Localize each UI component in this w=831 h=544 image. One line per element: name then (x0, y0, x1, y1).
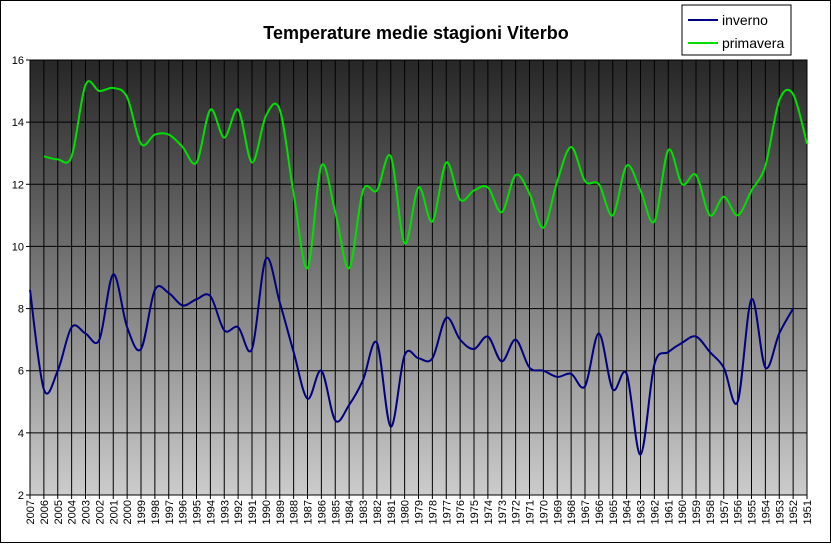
y-tick-label: 10 (12, 241, 24, 253)
x-tick-label: 1985 (330, 500, 342, 524)
x-tick-label: 1967 (580, 500, 592, 524)
x-tick-label: 1962 (649, 500, 661, 524)
x-tick-label: 1979 (414, 500, 426, 524)
x-tick-label: 1981 (386, 500, 398, 524)
x-tick-label: 1955 (747, 500, 759, 524)
x-tick-label: 1971 (525, 500, 537, 524)
x-tick-label: 2005 (53, 500, 65, 524)
x-tick-label: 1995 (192, 500, 204, 524)
x-tick-label: 1973 (497, 500, 509, 524)
x-tick-label: 1998 (150, 500, 162, 524)
y-tick-label: 12 (12, 179, 24, 191)
y-tick-label: 2 (18, 490, 24, 502)
x-tick-label: 1966 (594, 500, 606, 524)
x-tick-label: 1983 (358, 500, 370, 524)
x-tick-label: 2001 (108, 500, 120, 524)
x-tick-label: 1997 (164, 500, 176, 524)
x-tick-label: 1978 (427, 500, 439, 524)
x-tick-label: 1953 (774, 500, 786, 524)
x-tick-label: 1976 (455, 500, 467, 524)
x-tick-label: 1992 (233, 500, 245, 524)
x-tick-label: 1993 (219, 500, 231, 524)
x-tick-label: 1958 (705, 500, 717, 524)
x-tick-label: 1999 (136, 500, 148, 524)
x-tick-label: 2003 (81, 500, 93, 524)
y-tick-label: 6 (18, 366, 24, 378)
x-tick-label: 1954 (760, 500, 772, 524)
x-tick-label: 1996 (178, 500, 190, 524)
x-tick-label: 2006 (39, 500, 51, 524)
x-tick-label: 1972 (511, 500, 523, 524)
x-tick-label: 1977 (441, 500, 453, 524)
x-tick-label: 1990 (261, 500, 273, 524)
x-tick-label: 1959 (691, 500, 703, 524)
y-tick-label: 8 (18, 304, 24, 316)
x-tick-label: 1994 (205, 500, 217, 524)
x-tick-label: 1987 (303, 500, 315, 524)
x-tick-label: 1986 (316, 500, 328, 524)
x-tick-label: 1956 (733, 500, 745, 524)
series-line-primavera (43, 80, 808, 270)
x-tick-label: 1952 (788, 500, 800, 524)
x-tick-label: 1960 (677, 500, 689, 524)
x-tick-label: 1974 (483, 500, 495, 524)
x-tick-label: 2000 (122, 500, 134, 524)
x-tick-label: 1970 (538, 500, 550, 524)
x-tick-label: 1975 (469, 500, 481, 524)
chart-title: Temperature medie stagioni Viterbo (263, 23, 568, 43)
y-tick-label: 4 (18, 428, 24, 440)
x-tick-label: 1968 (566, 500, 578, 524)
x-tick-label: 1965 (608, 500, 620, 524)
legend-label-primavera: primavera (722, 35, 784, 51)
series-lines (29, 80, 808, 456)
x-tick-label: 1988 (289, 500, 301, 524)
legend-label-inverno: inverno (722, 12, 768, 28)
series-line-inverno (29, 256, 795, 456)
x-tick-label: 1961 (663, 500, 675, 524)
y-tick-label: 14 (12, 117, 24, 129)
axes: 2 4 6 8 10 12 14 16 2007 2006 2005 2004 2003 2002 2001… (12, 55, 814, 524)
x-tick-label: 1991 (247, 500, 259, 524)
x-tick-label: 1980 (400, 500, 412, 524)
x-tick-label: 1957 (719, 500, 731, 524)
x-tick-label: 1963 (636, 500, 648, 524)
x-tick-label: 1989 (275, 500, 287, 524)
x-tick-label: 2004 (67, 500, 79, 524)
y-tick-label: 16 (12, 55, 24, 67)
legend: inverno primavera (681, 4, 792, 56)
x-tick-label: 1951 (802, 500, 814, 524)
x-tick-label: 1982 (372, 500, 384, 524)
x-tick-label: 1964 (622, 500, 634, 524)
x-tick-label: 1969 (552, 500, 564, 524)
x-tick-label: 2007 (25, 500, 37, 524)
x-tick-label: 1984 (344, 500, 356, 524)
x-tick-label: 2002 (94, 500, 106, 524)
legend-box (681, 4, 792, 56)
